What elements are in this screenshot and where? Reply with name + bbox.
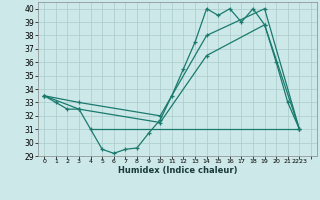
X-axis label: Humidex (Indice chaleur): Humidex (Indice chaleur) bbox=[118, 166, 237, 175]
